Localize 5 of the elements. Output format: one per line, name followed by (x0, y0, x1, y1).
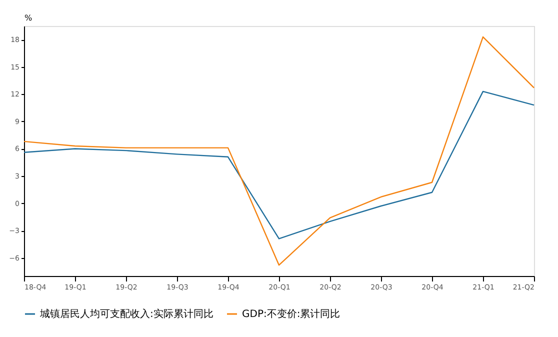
line-series (23, 90, 535, 240)
y-axis-title: % (24, 14, 32, 22)
legend-label: 城镇居民人均可支配收入:实际累计同比 (39, 308, 214, 320)
line-series (23, 36, 535, 266)
legend-label: GDP:不变价:累计同比 (242, 308, 340, 320)
